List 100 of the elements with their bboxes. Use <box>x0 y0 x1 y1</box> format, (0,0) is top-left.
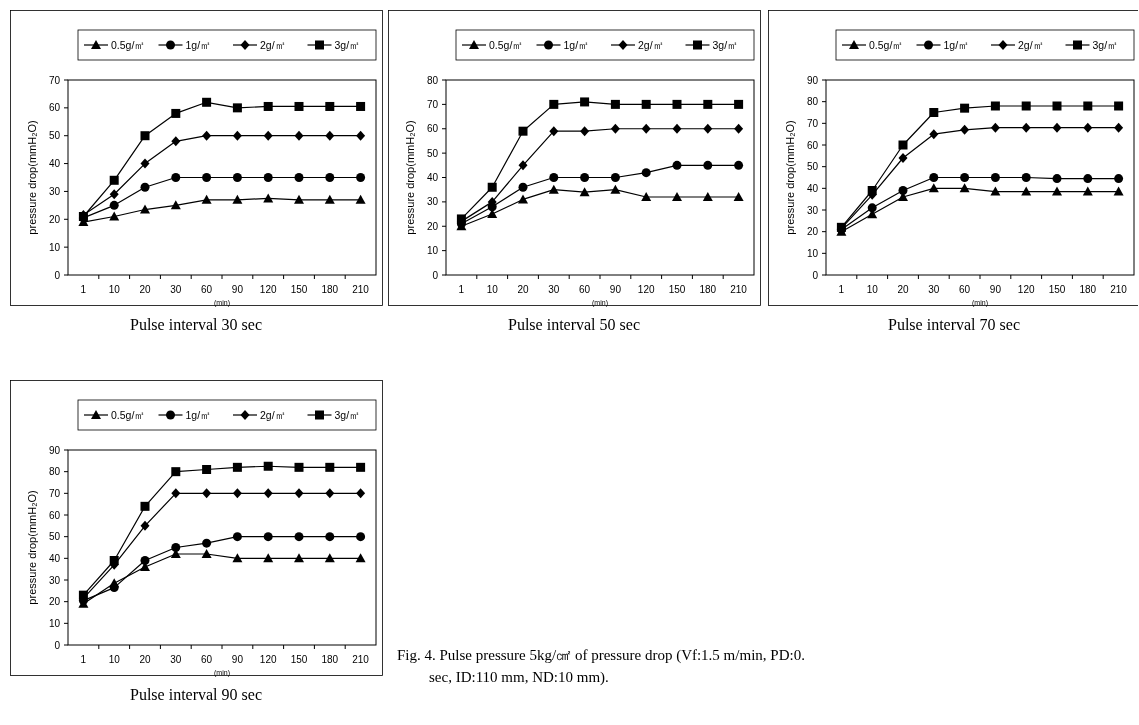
x-tick-label: 20 <box>897 284 909 295</box>
point <box>294 173 304 182</box>
point <box>355 194 366 204</box>
x-tick-label: 60 <box>201 654 213 665</box>
y-tick-label: 30 <box>48 185 61 197</box>
point <box>263 553 274 563</box>
point <box>1083 101 1093 111</box>
point <box>140 182 150 192</box>
point <box>356 130 366 141</box>
point <box>518 182 528 192</box>
point <box>140 131 150 141</box>
point <box>171 136 181 147</box>
x-tick-label: 30 <box>548 284 560 295</box>
x-tick-label: 10 <box>486 284 499 295</box>
y-axis-title: pressure drop(mmH₂O) <box>26 490 38 605</box>
point <box>201 549 212 558</box>
y-tick-label: 90 <box>806 74 819 86</box>
y-tick-label: 70 <box>48 74 61 86</box>
y-tick-label: 20 <box>48 213 61 225</box>
y-tick-label: 30 <box>48 574 61 586</box>
x-tick-label: 210 <box>1110 284 1128 295</box>
point <box>294 194 304 204</box>
text: Pulse interval 70 sec <box>888 316 1020 333</box>
legend-label: 3g/㎡ <box>712 38 739 51</box>
x-tick-label: 30 <box>170 654 182 665</box>
y-tick-label: 50 <box>806 161 819 173</box>
x-tick-label: 30 <box>928 284 940 295</box>
point <box>202 538 212 548</box>
text: sec, ID:110 mm, ND:10 mm). <box>429 669 609 686</box>
x-tick-label: 180 <box>321 284 339 295</box>
point <box>1114 101 1124 111</box>
point <box>1082 186 1093 196</box>
point <box>109 211 120 221</box>
point <box>78 590 88 600</box>
point <box>294 488 304 499</box>
point <box>867 203 877 213</box>
x-tick-label: 20 <box>517 284 529 295</box>
point <box>109 583 119 593</box>
point <box>263 193 274 203</box>
point <box>171 543 181 552</box>
text: Pulse interval 90 sec <box>130 686 262 703</box>
point <box>1083 174 1093 184</box>
point <box>171 467 181 477</box>
legend-label: 2g/㎡ <box>260 408 286 421</box>
x-tick-label: 60 <box>201 284 213 295</box>
x-tick-label: 180 <box>699 284 717 295</box>
point <box>580 97 590 107</box>
y-tick-label: 60 <box>48 102 61 114</box>
legend-label: 0.5g/㎡ <box>489 38 524 51</box>
point <box>140 556 150 565</box>
point <box>263 461 273 471</box>
point <box>734 99 744 109</box>
legend-label: 3g/㎡ <box>334 408 361 421</box>
point <box>734 160 744 170</box>
y-tick-label: 20 <box>806 226 819 238</box>
point <box>929 173 939 182</box>
point <box>960 173 970 182</box>
y-tick-label: 30 <box>426 196 439 208</box>
point <box>703 160 713 170</box>
legend-label: 0.5g/㎡ <box>869 38 904 51</box>
point <box>1021 101 1031 111</box>
point <box>1052 101 1062 111</box>
point <box>140 158 150 169</box>
point <box>549 173 559 182</box>
point <box>109 175 119 185</box>
point <box>702 192 713 201</box>
point <box>518 126 528 136</box>
point <box>355 553 366 563</box>
point <box>324 194 335 204</box>
y-tick-label: 40 <box>48 552 61 564</box>
point <box>356 173 366 182</box>
point <box>610 123 620 134</box>
y-tick-label: 10 <box>48 241 61 253</box>
point <box>487 182 497 192</box>
point <box>641 168 651 178</box>
point <box>1021 122 1031 133</box>
point <box>929 108 939 117</box>
point <box>1021 173 1031 182</box>
x-tick-label: 150 <box>668 284 686 295</box>
x-tick-label: 90 <box>989 284 1002 295</box>
point <box>263 101 273 111</box>
y-tick-label: 30 <box>806 204 819 216</box>
y-tick-label: 60 <box>806 139 819 151</box>
point <box>263 130 273 141</box>
x-tick-label: 120 <box>259 284 277 295</box>
point <box>1113 186 1124 196</box>
y-tick-label: 80 <box>48 466 61 478</box>
x-tick-label: 120 <box>637 284 655 295</box>
point <box>960 103 970 113</box>
point <box>140 520 150 531</box>
point <box>1052 186 1062 196</box>
point <box>232 553 243 563</box>
point <box>580 173 590 182</box>
point <box>898 186 908 195</box>
x-tick-label: 210 <box>352 284 370 295</box>
point <box>929 129 939 140</box>
point <box>1021 186 1032 196</box>
legend-label: 3g/㎡ <box>334 38 361 51</box>
y-tick-label: 10 <box>806 247 819 259</box>
x-tick-label: 210 <box>730 284 748 295</box>
